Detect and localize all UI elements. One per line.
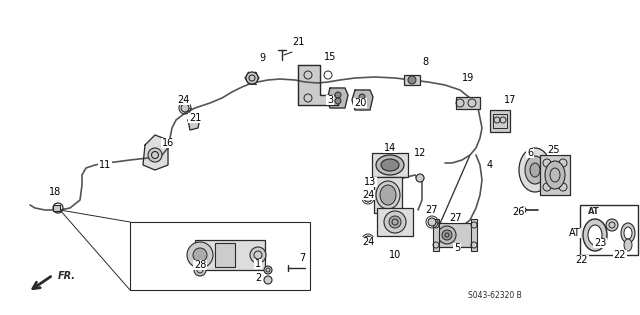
Bar bbox=[540, 155, 570, 195]
Circle shape bbox=[264, 266, 272, 274]
Bar bbox=[377, 208, 413, 236]
Circle shape bbox=[389, 216, 401, 228]
Text: 25: 25 bbox=[548, 145, 560, 155]
Text: 22: 22 bbox=[614, 250, 627, 260]
Circle shape bbox=[359, 94, 365, 100]
Circle shape bbox=[181, 104, 189, 112]
Bar bbox=[490, 110, 510, 132]
Text: 13: 13 bbox=[364, 177, 376, 187]
Text: 17: 17 bbox=[504, 95, 516, 105]
Text: S043-62320 B: S043-62320 B bbox=[468, 290, 522, 300]
Bar bbox=[53, 205, 60, 211]
Bar bbox=[195, 240, 265, 270]
Bar bbox=[435, 223, 475, 247]
Text: 24: 24 bbox=[362, 190, 374, 200]
Ellipse shape bbox=[376, 155, 404, 175]
Text: 27: 27 bbox=[449, 213, 461, 223]
Bar bbox=[433, 219, 439, 251]
Text: AT: AT bbox=[588, 208, 600, 216]
Bar bbox=[215, 243, 235, 267]
Circle shape bbox=[148, 148, 162, 162]
Polygon shape bbox=[143, 135, 168, 170]
Text: 6: 6 bbox=[527, 148, 533, 158]
Text: 2: 2 bbox=[255, 273, 261, 283]
Bar bbox=[580, 205, 638, 255]
Bar bbox=[130, 222, 310, 290]
Text: 24: 24 bbox=[177, 95, 189, 105]
Text: 14: 14 bbox=[384, 143, 396, 153]
Ellipse shape bbox=[624, 239, 632, 251]
Circle shape bbox=[438, 226, 456, 244]
Text: AT: AT bbox=[569, 228, 581, 238]
Circle shape bbox=[606, 219, 618, 231]
Text: 7: 7 bbox=[299, 253, 305, 263]
Circle shape bbox=[194, 264, 206, 276]
Circle shape bbox=[335, 98, 341, 104]
Polygon shape bbox=[327, 88, 348, 108]
Text: 21: 21 bbox=[292, 37, 304, 47]
Bar bbox=[493, 114, 507, 128]
Text: 1: 1 bbox=[255, 259, 261, 269]
Text: 8: 8 bbox=[422, 57, 428, 67]
Ellipse shape bbox=[376, 181, 400, 209]
Text: 12: 12 bbox=[414, 148, 426, 158]
Circle shape bbox=[359, 100, 365, 106]
Text: 21: 21 bbox=[189, 113, 201, 123]
Text: 19: 19 bbox=[462, 73, 474, 83]
Bar bbox=[372, 153, 408, 177]
Polygon shape bbox=[188, 115, 200, 130]
Text: 27: 27 bbox=[426, 205, 438, 215]
Text: 26: 26 bbox=[512, 207, 524, 217]
Ellipse shape bbox=[381, 159, 399, 171]
Circle shape bbox=[250, 247, 266, 263]
Text: 23: 23 bbox=[594, 238, 606, 248]
Circle shape bbox=[193, 248, 207, 262]
Bar bbox=[374, 177, 402, 213]
Ellipse shape bbox=[624, 227, 632, 239]
Circle shape bbox=[384, 211, 406, 233]
Text: 10: 10 bbox=[389, 250, 401, 260]
Polygon shape bbox=[298, 65, 338, 105]
Ellipse shape bbox=[545, 161, 565, 189]
Circle shape bbox=[335, 92, 341, 98]
Text: 22: 22 bbox=[576, 255, 588, 265]
Ellipse shape bbox=[525, 156, 545, 184]
Bar bbox=[471, 219, 477, 251]
Ellipse shape bbox=[380, 185, 396, 205]
Circle shape bbox=[428, 218, 436, 226]
Circle shape bbox=[364, 236, 372, 244]
Circle shape bbox=[416, 174, 424, 182]
Text: FR.: FR. bbox=[58, 271, 76, 281]
Text: 4: 4 bbox=[487, 160, 493, 170]
Ellipse shape bbox=[519, 148, 551, 192]
Text: 11: 11 bbox=[99, 160, 111, 170]
Circle shape bbox=[246, 72, 258, 84]
Circle shape bbox=[187, 242, 213, 268]
Ellipse shape bbox=[588, 225, 602, 245]
Text: 18: 18 bbox=[49, 187, 61, 197]
Polygon shape bbox=[352, 90, 373, 110]
Text: 24: 24 bbox=[362, 237, 374, 247]
Ellipse shape bbox=[530, 163, 540, 177]
Circle shape bbox=[408, 76, 416, 84]
Circle shape bbox=[264, 276, 272, 284]
Text: 9: 9 bbox=[259, 53, 265, 63]
Text: 5: 5 bbox=[454, 243, 460, 253]
Text: 15: 15 bbox=[324, 52, 336, 62]
Bar bbox=[456, 97, 480, 109]
Ellipse shape bbox=[583, 219, 607, 251]
Circle shape bbox=[520, 207, 526, 213]
Bar bbox=[404, 75, 420, 85]
Text: 16: 16 bbox=[162, 138, 174, 148]
Text: 20: 20 bbox=[354, 98, 366, 108]
Circle shape bbox=[364, 194, 372, 202]
Circle shape bbox=[442, 230, 452, 240]
Text: 3: 3 bbox=[327, 95, 333, 105]
Text: 28: 28 bbox=[194, 260, 206, 270]
Ellipse shape bbox=[621, 223, 635, 243]
